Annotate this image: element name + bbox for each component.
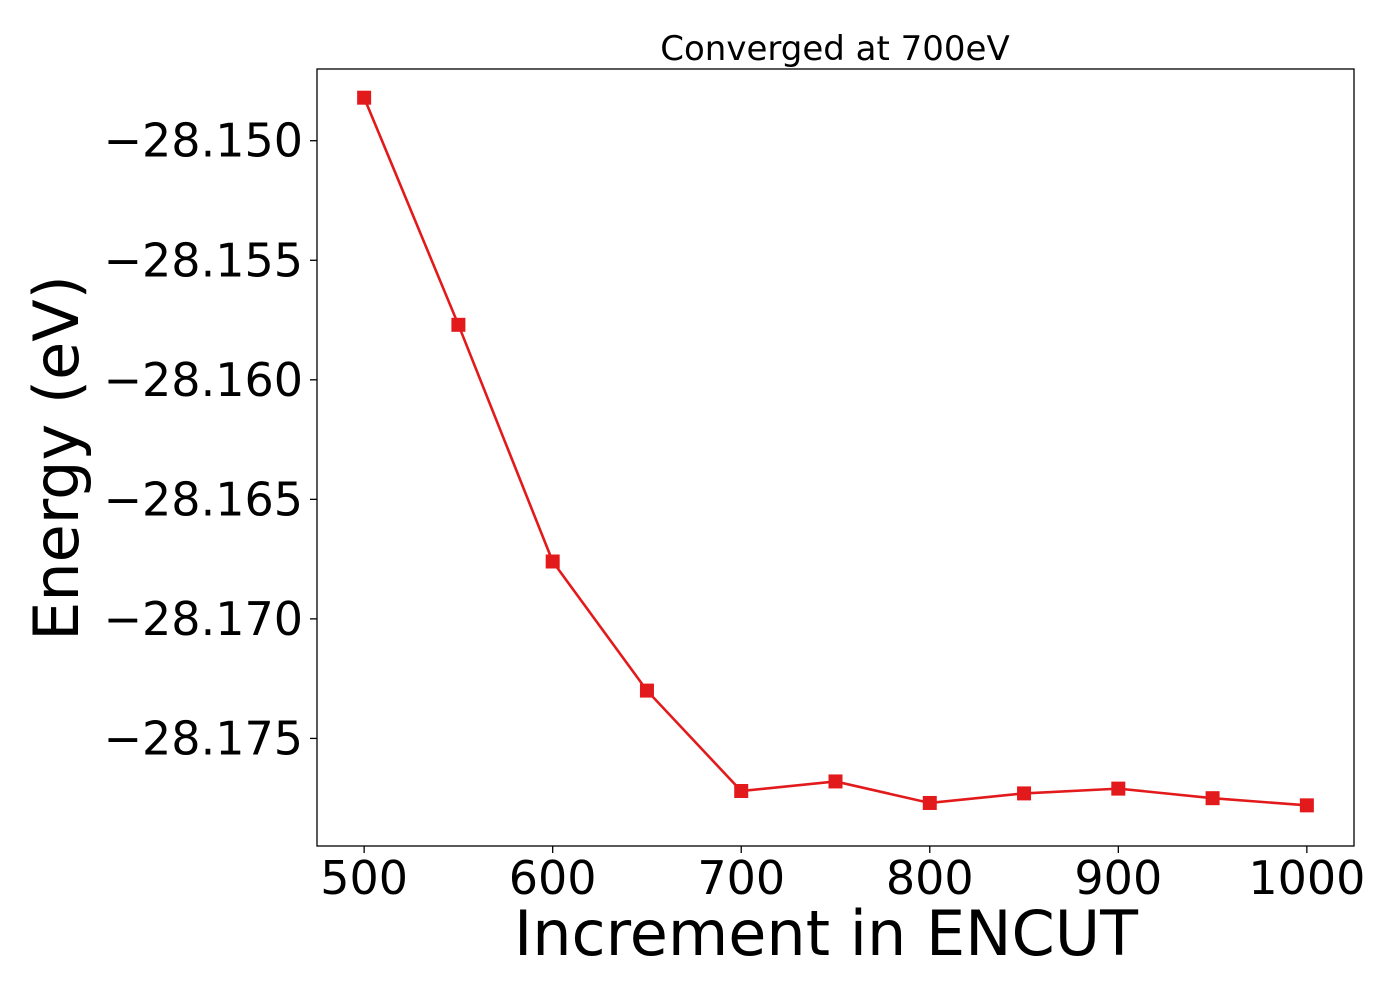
y-tick-label: −28.150 — [104, 114, 304, 168]
x-tick-label: 1000 — [1248, 851, 1365, 905]
x-tick-label: 600 — [509, 851, 597, 905]
data-point — [828, 774, 843, 789]
data-point — [545, 554, 560, 569]
data-point — [639, 683, 654, 698]
y-tick-label: −28.155 — [104, 233, 304, 287]
y-tick-label: −28.170 — [104, 592, 304, 646]
data-point — [1299, 798, 1314, 813]
data-point — [451, 317, 466, 332]
x-tick-label: 700 — [697, 851, 785, 905]
chart-title: Converged at 700eV — [660, 29, 1009, 69]
y-tick-label: −28.165 — [104, 472, 304, 526]
x-tick-label: 500 — [320, 851, 408, 905]
x-axis: 500 600 700 800 900 1000 — [320, 846, 1365, 905]
y-tick-label: −28.160 — [104, 353, 304, 407]
data-point — [1111, 781, 1126, 796]
data-point — [1017, 786, 1032, 801]
plot-area — [316, 68, 1355, 847]
data-point — [1205, 791, 1220, 806]
series-layer — [357, 90, 1314, 813]
data-point — [357, 90, 372, 105]
y-tick-label: −28.175 — [104, 711, 304, 765]
y-axis-label: Energy (eV) — [20, 275, 93, 641]
x-tick-label: 900 — [1074, 851, 1162, 905]
data-point — [922, 795, 937, 810]
x-tick-label: 800 — [886, 851, 974, 905]
series-line — [362, 97, 1307, 807]
x-axis-label: Increment in ENCUT — [514, 897, 1139, 970]
y-axis: −28.150 −28.155 −28.160 −28.165 −28.170 −28.1… — [104, 114, 317, 765]
data-point — [734, 784, 749, 799]
